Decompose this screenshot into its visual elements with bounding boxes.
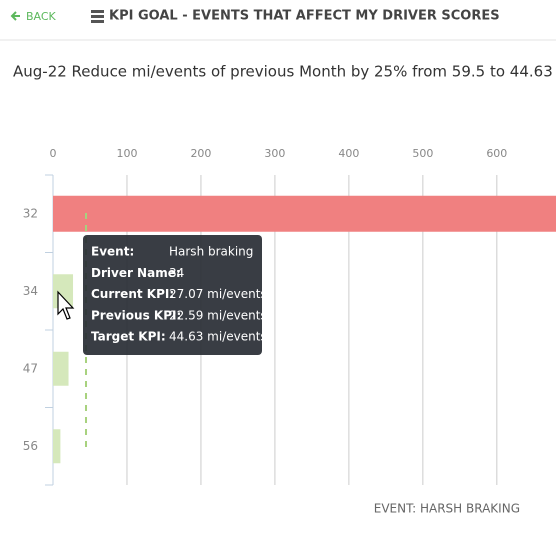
- back-arrow: [10, 11, 20, 21]
- chart: 0 100 200 300 400 500 600 32 34 47 56: [23, 147, 556, 486]
- page-title: KPI GOAL - EVENTS THAT AFFECT MY DRIVER …: [109, 9, 500, 24]
- back-label: BACK: [26, 10, 57, 23]
- bar: [53, 195, 556, 232]
- tooltip-value: 34: [169, 266, 184, 280]
- x-tick-label: 500: [412, 147, 433, 160]
- y-tick-label: 56: [23, 439, 38, 453]
- x-tick-label: 300: [264, 147, 285, 160]
- title-icon: [91, 10, 104, 23]
- y-tick-label: 47: [23, 361, 38, 375]
- bar: [53, 429, 61, 464]
- tooltip-label: Event:: [91, 245, 134, 259]
- x-tick-label: 600: [486, 147, 507, 160]
- x-tick-label: 100: [116, 147, 137, 160]
- back-button[interactable]: BACK: [10, 10, 57, 23]
- bar: [53, 351, 69, 386]
- tooltip-label: Previous KPI:: [91, 308, 181, 322]
- y-tick-label: 34: [23, 284, 38, 298]
- cursor: [57, 290, 75, 320]
- x-tick-label: 200: [190, 147, 211, 160]
- tooltip: Event: Harsh braking Driver Name:34 Current…: [83, 235, 267, 355]
- tooltip-box: [83, 235, 262, 355]
- tooltip-value: Harsh braking: [169, 245, 253, 259]
- tooltip-label: Driver Name:: [91, 266, 181, 280]
- tooltip-label: Target KPI:: [91, 330, 166, 344]
- x-tick-label: 400: [338, 147, 359, 160]
- tooltip-value: 27.07 mi/events: [169, 287, 267, 301]
- x-tick-label: 0: [50, 147, 57, 160]
- y-tick-label: 32: [23, 206, 38, 220]
- tooltip-label: Current KPI:: [91, 287, 174, 301]
- tooltip-value: 22.59 mi/events: [169, 308, 267, 322]
- bars: [53, 195, 556, 464]
- tooltip-value: 44.63 mi/events: [169, 330, 267, 344]
- footer-label: EVENT: HARSH BRAKING: [374, 502, 520, 516]
- subtitle: Aug-22 Reduce mi/events of previous Mont…: [13, 63, 553, 81]
